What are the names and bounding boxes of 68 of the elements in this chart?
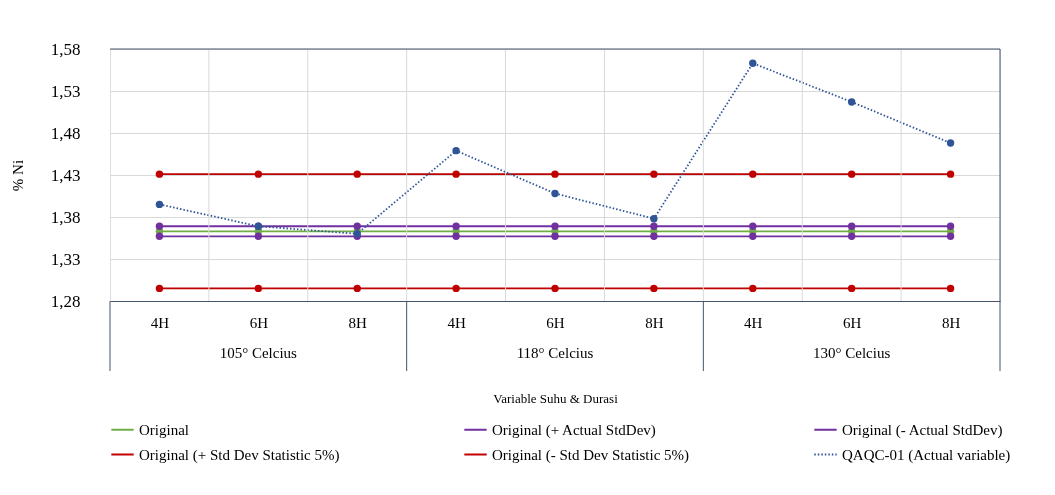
point	[650, 214, 658, 223]
x-tick-label: 4H	[150, 314, 170, 331]
y-tick-label: 1,53	[50, 81, 81, 101]
x-tick-label: 8H	[645, 314, 664, 331]
point	[749, 59, 757, 67]
x-tick-label: 8H	[348, 314, 368, 331]
x-tick-label: 4H	[744, 314, 763, 331]
y-tick-label: 1,48	[50, 123, 81, 143]
point	[155, 222, 164, 230]
point	[946, 284, 955, 293]
text: 118° Celcius	[516, 345, 594, 361]
point	[946, 170, 955, 178]
point	[254, 284, 263, 293]
point	[254, 232, 263, 241]
legend-label: Original (+ Actual StdDev)	[492, 421, 656, 439]
point	[551, 222, 559, 230]
point	[650, 222, 658, 230]
point	[650, 284, 658, 293]
point	[155, 232, 164, 241]
legend-label: Original (- Actual StdDev)	[842, 421, 1003, 439]
point	[452, 232, 460, 241]
point	[650, 170, 658, 178]
point	[749, 170, 757, 178]
point	[551, 232, 559, 241]
point	[452, 222, 460, 230]
point	[353, 222, 361, 230]
y-axis-title: % Ni	[9, 159, 26, 192]
legend-label: Original	[139, 421, 189, 438]
x-tick-label: 6H	[249, 314, 269, 331]
legend-label: Original (+ Std Dev Statistic 5%)	[139, 446, 340, 464]
y-tick-label: 1,58	[50, 39, 81, 59]
y-tick-label: 1,33	[50, 249, 81, 269]
point	[847, 232, 856, 241]
point	[847, 284, 856, 293]
point	[353, 170, 361, 178]
point	[946, 222, 955, 230]
point	[452, 170, 460, 178]
legend-label: Original (- Std Dev Statistic 5%)	[492, 446, 690, 464]
point	[452, 284, 460, 293]
point	[749, 232, 757, 241]
x-tick-label: 4H	[447, 314, 466, 331]
x-tick-label: 6H	[546, 314, 565, 331]
point	[155, 284, 164, 293]
legend-label: QAQC-01 (Actual variable)	[842, 446, 1011, 464]
point	[155, 200, 164, 209]
point	[847, 222, 856, 230]
point	[452, 146, 460, 155]
point	[254, 170, 263, 178]
point	[946, 139, 955, 147]
point	[155, 170, 164, 178]
x-tick-label: 8H	[941, 314, 961, 331]
point	[847, 170, 856, 178]
point	[946, 232, 955, 241]
point	[749, 284, 757, 293]
x-tick-label: 6H	[842, 314, 862, 331]
y-tick-label: 1,38	[50, 207, 81, 227]
point	[650, 232, 658, 241]
text: 130° Celcius	[813, 345, 891, 361]
y-tick-label: 1,28	[50, 291, 81, 311]
point	[551, 170, 559, 178]
point	[353, 284, 361, 293]
x-axis-title: Variable Suhu & Durasi	[493, 390, 619, 406]
point	[847, 98, 856, 106]
point	[551, 284, 559, 293]
point	[749, 222, 757, 230]
point	[551, 189, 559, 198]
text: 105° Celcius	[219, 345, 298, 361]
y-tick-label: 1,43	[50, 165, 81, 185]
